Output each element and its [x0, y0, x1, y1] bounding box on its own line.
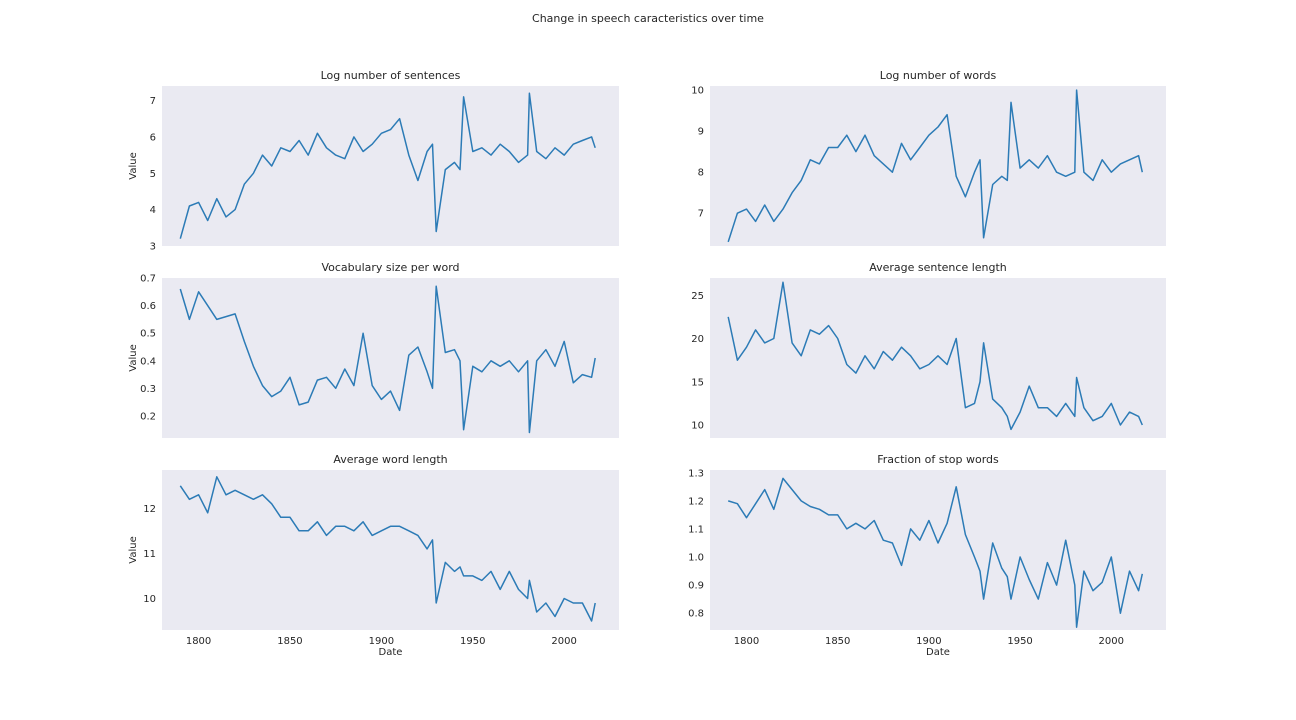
y-tick-label: 20 [691, 334, 704, 345]
x-tick-label: 1950 [460, 636, 485, 647]
y-tick-label: 6 [150, 132, 156, 143]
plot-area [710, 278, 1166, 438]
y-tick-label: 10 [691, 421, 704, 432]
series-line [727, 281, 1143, 431]
y-tick-label: 10 [691, 86, 704, 97]
x-tick-label: 1800 [186, 636, 211, 647]
series-line [179, 476, 596, 622]
series-line [727, 89, 1144, 243]
x-tick-label: 2000 [551, 636, 576, 647]
y-tick-label: 5 [150, 169, 156, 180]
y-axis-label: Value [128, 152, 139, 179]
y-tick-label: 15 [691, 377, 704, 388]
subplot-5: Average word length 10 11 12 1800 1850 1900 195… [128, 453, 619, 658]
plot-area [710, 86, 1166, 246]
y-tick-label: 12 [143, 504, 156, 515]
plot-area [710, 470, 1166, 630]
y-tick-label: 0.4 [140, 356, 156, 367]
y-tick-label: 1.3 [688, 468, 704, 479]
subplot-2: Log number of words 7 8 9 10 [691, 69, 1166, 246]
series-line [179, 285, 596, 434]
y-tick-label: 0.8 [688, 609, 704, 620]
y-tick-label: 7 [150, 96, 156, 107]
x-tick-label: 1900 [916, 636, 941, 647]
subplot-title: Log number of words [880, 69, 997, 82]
y-tick-label: 0.3 [140, 384, 156, 395]
y-tick-label: 0.7 [140, 274, 156, 285]
y-tick-label: 1.0 [688, 553, 704, 564]
y-tick-label: 0.2 [140, 411, 156, 422]
x-axis-label: Date [379, 647, 403, 658]
subplot-title: Average word length [333, 453, 447, 466]
y-axis-label: Value [128, 536, 139, 563]
x-tick-label: 1850 [277, 636, 302, 647]
y-axis-label: Value [128, 344, 139, 371]
y-tick-label: 0.5 [140, 329, 156, 340]
plot-area [162, 470, 619, 630]
y-tick-label: 1.2 [688, 496, 704, 507]
y-tick-label: 0.9 [688, 581, 704, 592]
subplot-6: Fraction of stop words 0.8 0.9 1.0 1.1 1.2 1.3… [688, 453, 1166, 658]
x-tick-label: 1950 [1007, 636, 1032, 647]
subplot-title: Vocabulary size per word [321, 261, 459, 274]
subplot-1: Log number of sentences 3 4 5 6 7 Value [128, 69, 619, 253]
x-axis-label: Date [926, 647, 950, 658]
subplot-4: Average sentence length 10 15 20 25 [691, 261, 1166, 438]
y-tick-label: 3 [150, 242, 156, 253]
y-tick-label: 11 [143, 549, 156, 560]
x-tick-label: 1900 [369, 636, 394, 647]
y-tick-label: 7 [698, 209, 704, 220]
y-tick-label: 0.6 [140, 301, 156, 312]
y-tick-label: 1.1 [688, 524, 704, 535]
x-tick-label: 1800 [734, 636, 759, 647]
figure-title: Change in speech caracteristics over tim… [532, 12, 764, 25]
plot-area [162, 86, 619, 246]
series-line [179, 92, 596, 239]
y-tick-label: 10 [143, 594, 156, 605]
subplot-title: Fraction of stop words [877, 453, 999, 466]
plot-area [162, 278, 619, 438]
subplot-title: Log number of sentences [321, 69, 461, 82]
x-tick-label: 2000 [1099, 636, 1124, 647]
y-tick-label: 9 [698, 127, 704, 138]
y-tick-label: 4 [150, 205, 156, 216]
subplot-3: Vocabulary size per word 0.2 0.3 0.4 0.5 0.6 0… [128, 261, 619, 438]
x-tick-label: 1850 [825, 636, 850, 647]
y-tick-label: 8 [698, 168, 704, 179]
subplot-title: Average sentence length [869, 261, 1007, 274]
series-line [727, 477, 1144, 628]
y-tick-label: 25 [691, 291, 704, 302]
